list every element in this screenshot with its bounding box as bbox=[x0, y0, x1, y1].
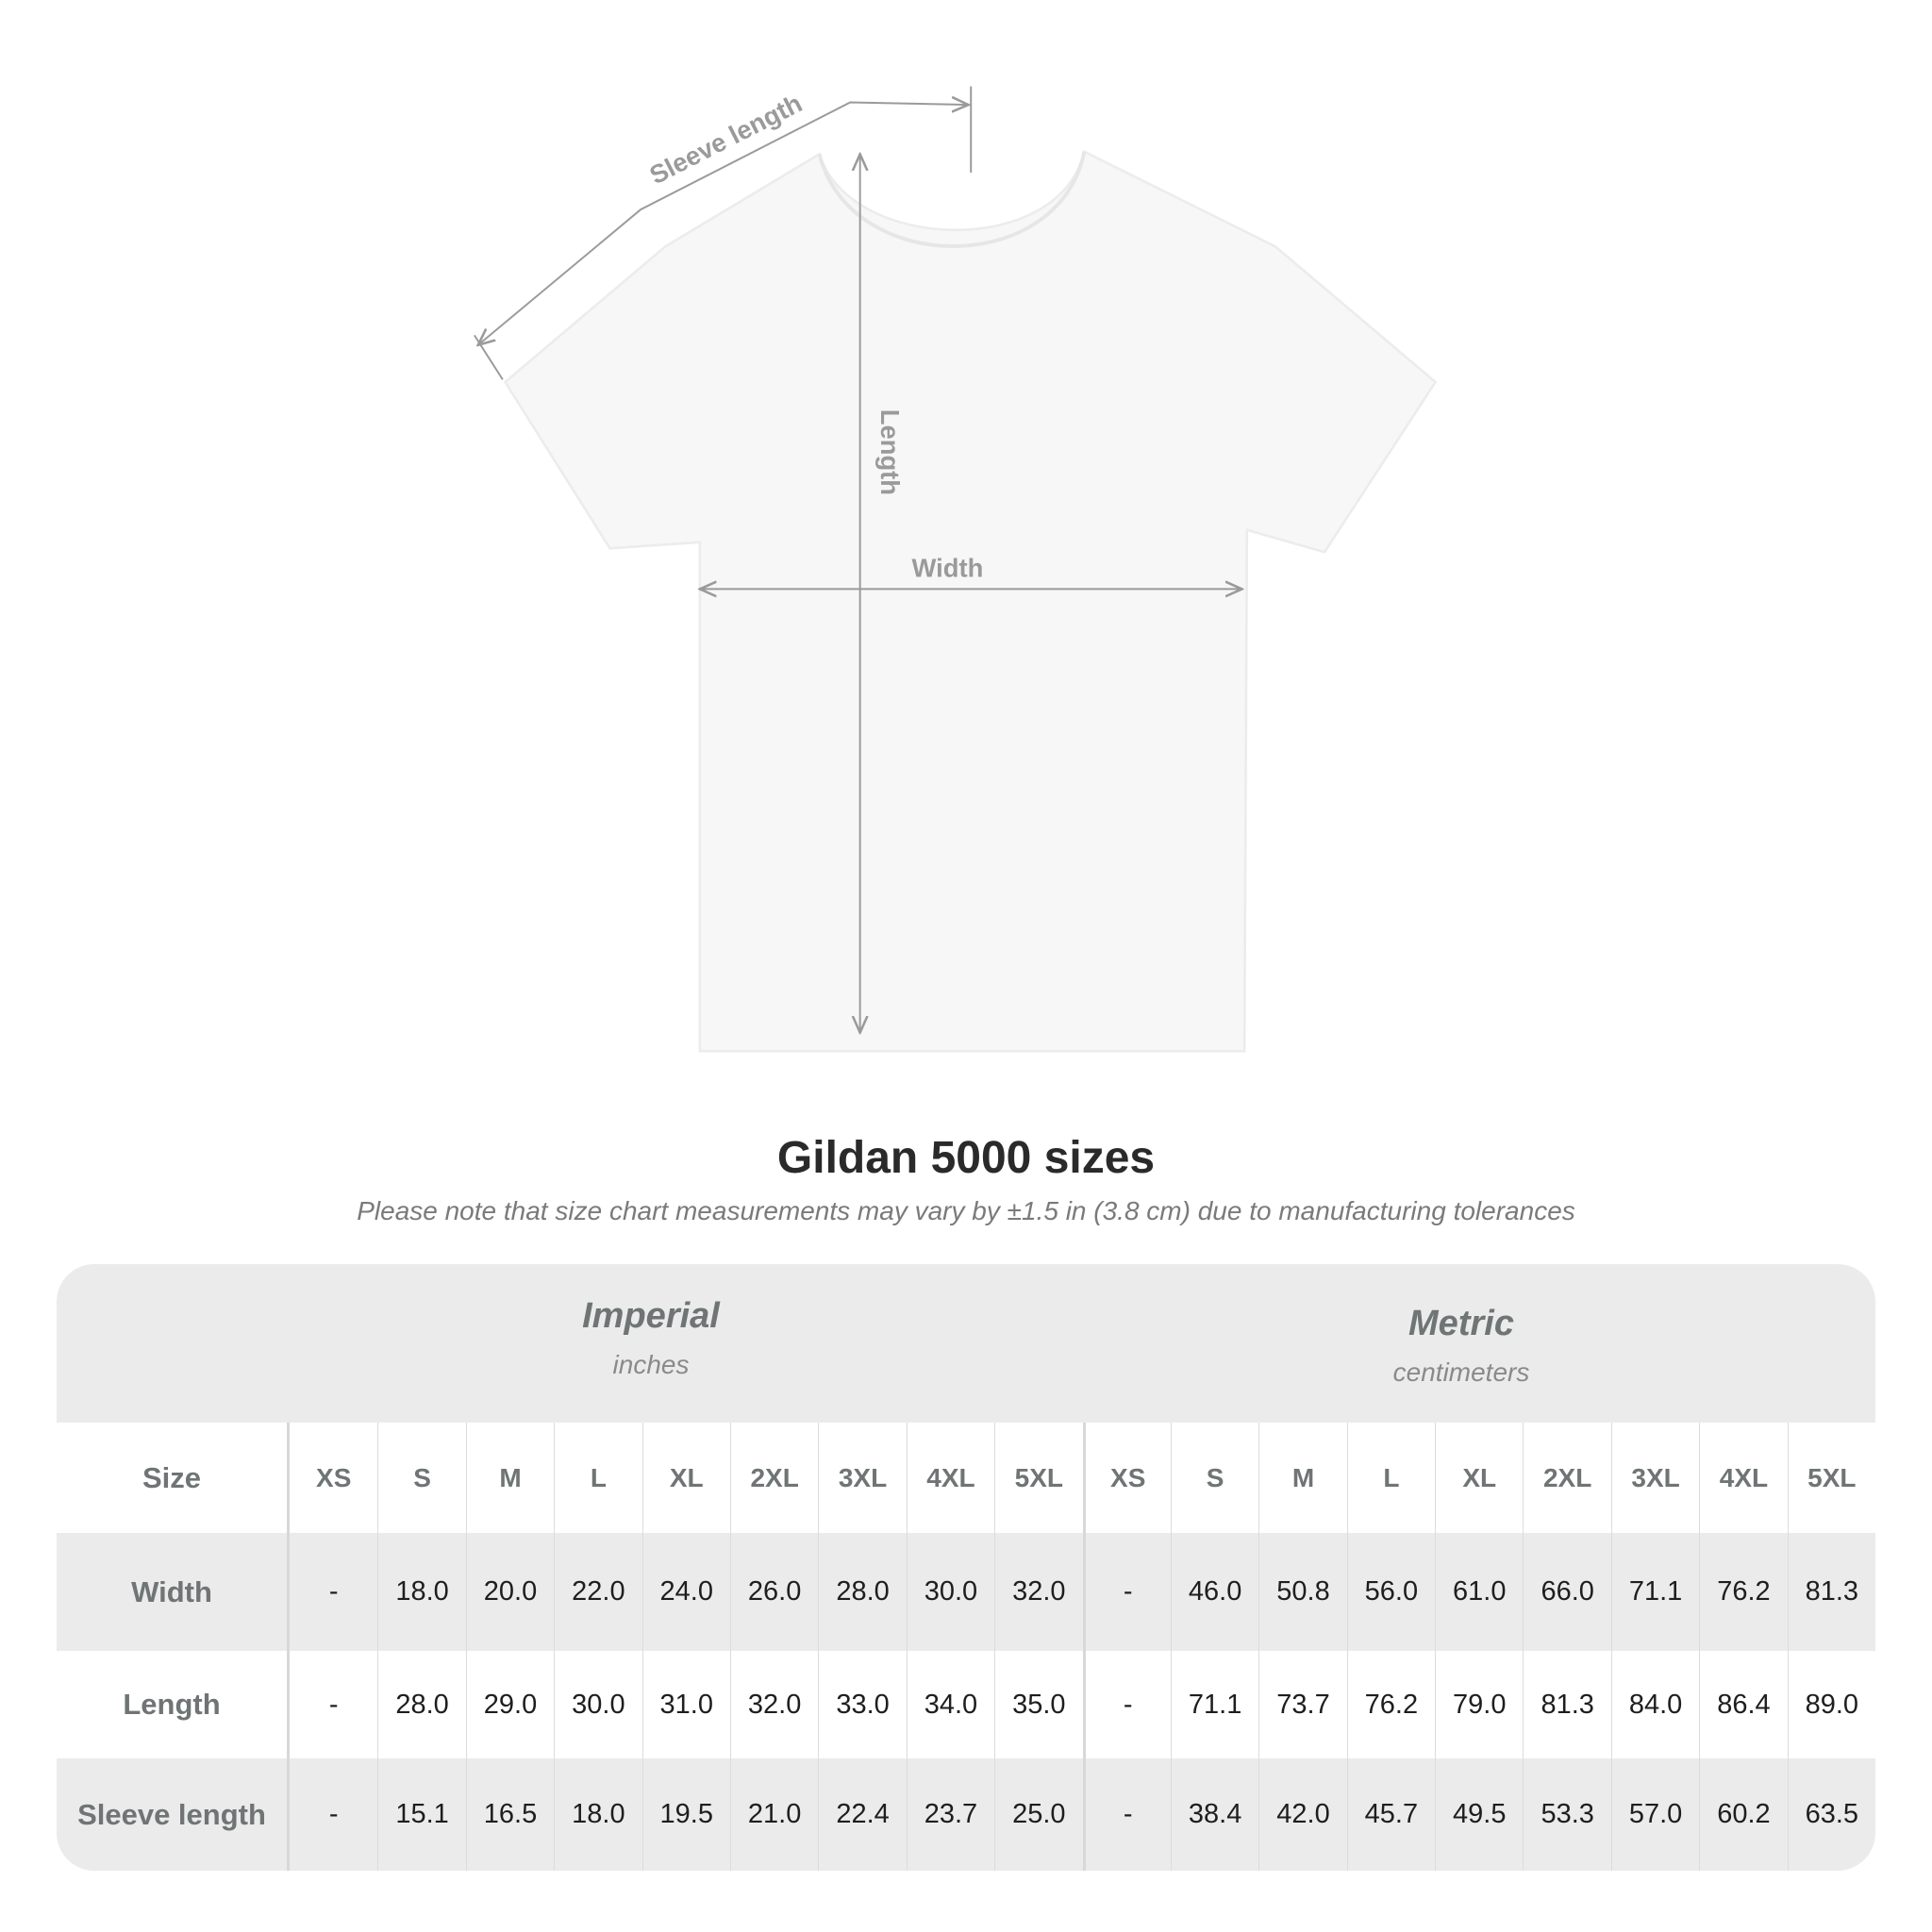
imperial-value-cell: 22.4 bbox=[818, 1758, 906, 1871]
metric-value-cell: 76.2 bbox=[1346, 1651, 1435, 1758]
imperial-value-cell: 18.0 bbox=[377, 1533, 465, 1651]
metric-size-header: 4XL bbox=[1699, 1423, 1787, 1533]
metric-value-cell: 63.5 bbox=[1787, 1758, 1875, 1871]
imperial-value-cell: 15.1 bbox=[377, 1758, 465, 1871]
row-label: Size bbox=[57, 1423, 290, 1533]
imperial-value-cell: 22.0 bbox=[554, 1533, 641, 1651]
row-label: Width bbox=[57, 1533, 290, 1651]
metric-value-cell: 56.0 bbox=[1346, 1533, 1435, 1651]
imperial-size-header: L bbox=[554, 1423, 641, 1533]
metric-value-cell: 42.0 bbox=[1258, 1758, 1346, 1871]
imperial-title: Imperial bbox=[582, 1296, 720, 1336]
imperial-value-cell: 30.0 bbox=[554, 1651, 641, 1758]
imperial-value-cell: - bbox=[328, 1799, 339, 1829]
metric-size-header: 2XL bbox=[1523, 1423, 1610, 1533]
imperial-value-cell: 32.0 bbox=[994, 1533, 1082, 1651]
page-title: Gildan 5000 sizes bbox=[776, 1133, 1156, 1183]
metric-value-cell: 53.3 bbox=[1523, 1758, 1610, 1871]
metric-value-cell: 60.2 bbox=[1699, 1758, 1787, 1871]
table-row: Width -18.0 20.0 22.0 24.0 26.0 28.0 30.0 32.0-4… bbox=[57, 1533, 1875, 1651]
sleeve-length-arrow bbox=[478, 102, 969, 344]
metric-unit: centimeters bbox=[1392, 1357, 1530, 1387]
imperial-value-cell: 30.0 bbox=[906, 1533, 994, 1651]
imperial-value-cell: 34.0 bbox=[906, 1651, 994, 1758]
imperial-value-cell: 28.0 bbox=[377, 1651, 465, 1758]
metric-header: Metric centimeters bbox=[1178, 1304, 1744, 1388]
metric-value-cell: 71.1 bbox=[1610, 1533, 1699, 1651]
metric-value-cell: - bbox=[1082, 1533, 1171, 1651]
table-row: Sleeve length - 15.1 16.5 18.0 19.5 21.0 22.4 23… bbox=[57, 1758, 1875, 1871]
imperial-value-cell: 20.0 bbox=[465, 1533, 554, 1651]
imperial-value-cell: 24.0 bbox=[641, 1533, 730, 1651]
metric-value-cell: 71.1 bbox=[1170, 1651, 1258, 1758]
length-label: Length bbox=[875, 409, 905, 495]
size-chart-table: Imperial inches Metric centimeters Size X… bbox=[57, 1264, 1875, 1871]
row-label: Length bbox=[57, 1651, 290, 1758]
imperial-size-header: 4XL bbox=[906, 1423, 994, 1533]
metric-value-cell: 76.2 bbox=[1699, 1533, 1787, 1651]
size-header-row: Size XS S M L XL 2XL 3XL 4XL 5XL XS S M L XL 2XL 3XL 4XL 5… bbox=[57, 1423, 1875, 1533]
imperial-value-cell: 25.0 bbox=[994, 1758, 1082, 1871]
imperial-value-cell: 28.0 bbox=[818, 1533, 906, 1651]
imperial-value-cell: 31.0 bbox=[641, 1651, 730, 1758]
imperial-size-header: XL bbox=[641, 1423, 730, 1533]
imperial-value-cell: - bbox=[328, 1689, 339, 1720]
imperial-size-header: 3XL bbox=[818, 1423, 906, 1533]
imperial-value-cell: 35.0 bbox=[994, 1651, 1082, 1758]
metric-size-header: 5XL bbox=[1787, 1423, 1875, 1533]
imperial-value-cell: 19.5 bbox=[641, 1758, 730, 1871]
imperial-value-cell: 32.0 bbox=[729, 1651, 818, 1758]
imperial-value-cell: - bbox=[328, 1576, 339, 1607]
metric-size-header: L bbox=[1346, 1423, 1435, 1533]
imperial-value-cell: 26.0 bbox=[729, 1533, 818, 1651]
imperial-size-header: XS bbox=[316, 1462, 352, 1492]
metric-size-header: M bbox=[1258, 1423, 1346, 1533]
metric-value-cell: 46.0 bbox=[1170, 1533, 1258, 1651]
metric-size-header: XS bbox=[1082, 1423, 1171, 1533]
imperial-value-cell: 18.0 bbox=[554, 1758, 641, 1871]
sleeve-length-tick-end bbox=[474, 334, 504, 380]
metric-value-cell: 81.3 bbox=[1787, 1533, 1875, 1651]
table-header: Imperial inches Metric centimeters bbox=[57, 1264, 1875, 1423]
table-row: Length -28.0 29.0 30.0 31.0 32.0 33.0 34.0 35.0-… bbox=[57, 1651, 1875, 1758]
sleeve-length-label: Sleeve length bbox=[645, 89, 808, 191]
imperial-header: Imperial inches bbox=[368, 1296, 934, 1380]
metric-value-cell: 79.0 bbox=[1435, 1651, 1523, 1758]
metric-size-header: 3XL bbox=[1610, 1423, 1699, 1533]
width-label: Width bbox=[912, 553, 984, 582]
metric-value-cell: 61.0 bbox=[1435, 1533, 1523, 1651]
metric-value-cell: 38.4 bbox=[1170, 1758, 1258, 1871]
metric-value-cell: 50.8 bbox=[1258, 1533, 1346, 1651]
tolerance-note: Please note that size chart measurements… bbox=[357, 1196, 1575, 1225]
metric-value-cell: 66.0 bbox=[1523, 1533, 1610, 1651]
metric-size-header: XL bbox=[1435, 1423, 1523, 1533]
tshirt-shape bbox=[503, 149, 1438, 1053]
metric-value-cell: 73.7 bbox=[1258, 1651, 1346, 1758]
metric-value-cell: 84.0 bbox=[1610, 1651, 1699, 1758]
metric-value-cell: - bbox=[1082, 1758, 1171, 1871]
imperial-size-header: 2XL bbox=[729, 1423, 818, 1533]
metric-value-cell: 49.5 bbox=[1435, 1758, 1523, 1871]
imperial-value-cell: 33.0 bbox=[818, 1651, 906, 1758]
imperial-size-header: M bbox=[465, 1423, 554, 1533]
metric-value-cell: 57.0 bbox=[1610, 1758, 1699, 1871]
metric-title: Metric bbox=[1408, 1304, 1514, 1343]
imperial-size-header: 5XL bbox=[994, 1423, 1082, 1533]
metric-value-cell: 89.0 bbox=[1787, 1651, 1875, 1758]
metric-value-cell: 81.3 bbox=[1523, 1651, 1610, 1758]
metric-value-cell: 86.4 bbox=[1699, 1651, 1787, 1758]
tshirt-diagram: Sleeve length Length Width bbox=[474, 86, 1438, 1053]
imperial-value-cell: 29.0 bbox=[465, 1651, 554, 1758]
imperial-unit: inches bbox=[612, 1350, 690, 1379]
imperial-value-cell: 23.7 bbox=[906, 1758, 994, 1871]
metric-size-header: S bbox=[1170, 1423, 1258, 1533]
imperial-value-cell: 21.0 bbox=[729, 1758, 818, 1871]
metric-value-cell: - bbox=[1082, 1651, 1171, 1758]
imperial-value-cell: 16.5 bbox=[465, 1758, 554, 1871]
metric-value-cell: 45.7 bbox=[1346, 1758, 1435, 1871]
row-label: Sleeve length bbox=[57, 1758, 290, 1871]
imperial-size-header: S bbox=[377, 1423, 465, 1533]
